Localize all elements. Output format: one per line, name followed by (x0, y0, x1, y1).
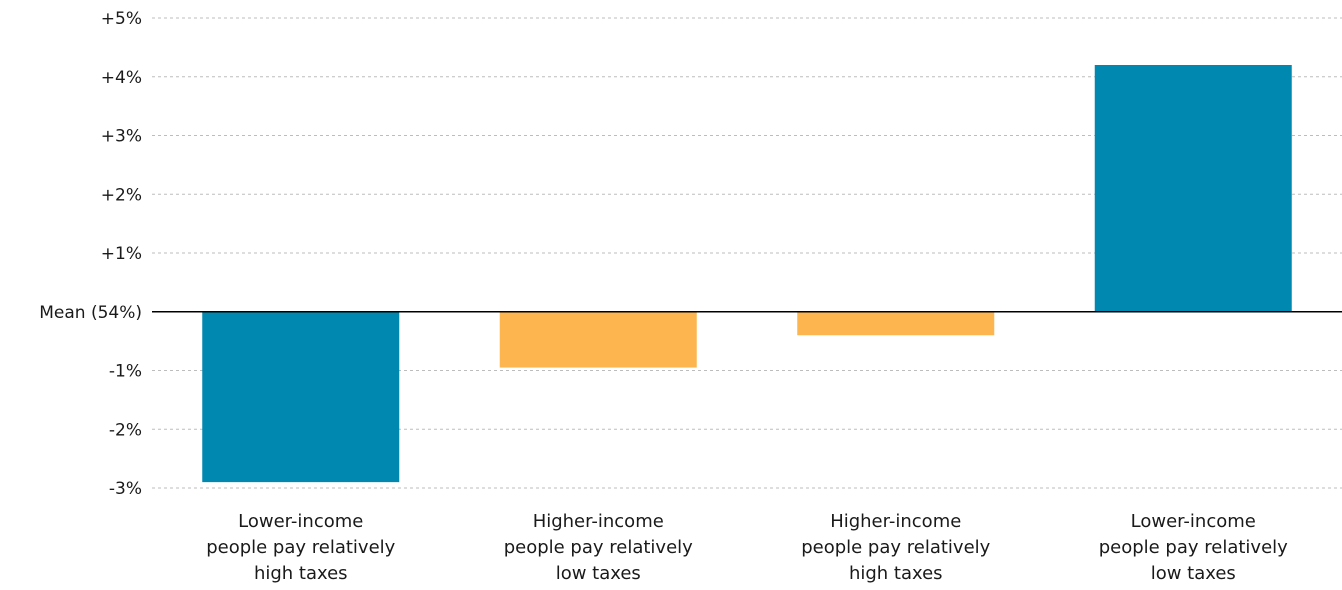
bar (1094, 65, 1292, 312)
y-axis-ticks: +5% +4% +3% +2% +1% Mean (54%) -1% -2% -3% (39, 9, 142, 499)
y-tick-label: +2% (101, 185, 142, 205)
y-tick-label: -1% (109, 362, 142, 382)
x-axis-labels: Lower-income people pay relatively high ta… (206, 511, 1288, 584)
y-tick-label: +3% (101, 127, 142, 147)
bar (202, 311, 400, 483)
bar (499, 311, 697, 368)
bars-layer (202, 65, 1292, 483)
x-category-label: Higher-income people pay relatively high t… (801, 511, 990, 584)
x-category-label: Higher-income people pay relatively low ta… (504, 511, 693, 584)
baseline-label: Mean (54%) (39, 303, 142, 323)
x-category-label: Lower-income people pay relatively low tax… (1099, 511, 1288, 584)
bar (797, 311, 995, 336)
y-tick-label: +1% (101, 244, 142, 264)
x-category-label: Lower-income people pay relatively high ta… (206, 511, 395, 584)
y-tick-label: -2% (109, 420, 142, 440)
y-tick-label: +5% (101, 9, 142, 29)
y-tick-label: +4% (101, 68, 142, 88)
y-tick-label: -3% (109, 479, 142, 499)
